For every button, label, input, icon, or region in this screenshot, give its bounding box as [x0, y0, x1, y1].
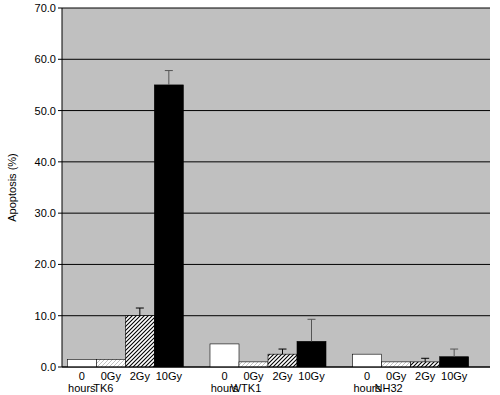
bar — [210, 344, 239, 367]
y-axis-label: Apoptosis (%) — [6, 153, 18, 221]
bar-label: 0Gy — [101, 370, 122, 382]
grid-line — [62, 110, 490, 111]
error-line — [282, 349, 283, 354]
tick-mark — [58, 315, 62, 316]
grid-line — [62, 161, 490, 162]
bar-label-line: 0Gy — [243, 370, 264, 382]
bar-label-line: hours — [68, 382, 96, 394]
tick-label: 60.0 — [35, 53, 56, 65]
bar-label-line: 10Gy — [441, 370, 468, 382]
bar-label: 0Gy — [386, 370, 407, 382]
bar-label-line: 0Gy — [101, 370, 122, 382]
tick-label: 30.0 — [35, 207, 56, 219]
plot-background — [62, 8, 490, 367]
category-label: WTK1 — [231, 382, 262, 394]
bar-label: 10Gy — [441, 370, 468, 382]
bars — [67, 71, 468, 367]
bar — [297, 341, 326, 367]
bar-label-line: 0 — [364, 370, 370, 382]
tick-mark — [58, 264, 62, 265]
tick-mark — [58, 213, 62, 214]
y-axis — [62, 8, 63, 367]
bar — [239, 362, 268, 367]
bar-label: 10Gy — [298, 370, 325, 382]
bar-label-line: 2Gy — [415, 370, 436, 382]
tick-label: 10.0 — [35, 310, 56, 322]
grid-line — [62, 367, 490, 368]
error-line — [139, 308, 140, 316]
bar-label-line: 2Gy — [272, 370, 293, 382]
bar-label: 0Gy — [243, 370, 264, 382]
chart: 0.0 10.0 20.0 30.0 40.0 50.0 60.0 70.0 Apoptosis… — [0, 0, 500, 395]
tick-label: 50.0 — [35, 105, 56, 117]
error-bar — [308, 319, 316, 341]
bar-label: 2Gy — [272, 370, 293, 382]
bar-label-line: 0 — [79, 370, 85, 382]
bar-label: 10Gy — [156, 370, 183, 382]
error-cap — [421, 358, 429, 359]
bar-label: 2Gy — [130, 370, 151, 382]
tick-mark — [58, 110, 62, 111]
bar — [411, 362, 440, 367]
bar-label-line: 0Gy — [386, 370, 407, 382]
bar-label-line: 10Gy — [156, 370, 183, 382]
x-axis — [62, 367, 490, 368]
category-label: NH32 — [375, 382, 403, 394]
error-bar — [421, 358, 429, 362]
error-bar — [450, 349, 458, 357]
bar — [154, 85, 183, 367]
error-cap — [308, 319, 316, 320]
bar-label-line: 2Gy — [130, 370, 151, 382]
tick-label: 20.0 — [35, 258, 56, 270]
error-line — [454, 349, 455, 357]
error-cap — [279, 349, 287, 350]
bar-label-line: 10Gy — [298, 370, 325, 382]
tick-label: 70.0 — [35, 2, 56, 14]
tick-mark — [58, 8, 62, 9]
tick-mark — [58, 161, 62, 162]
category-label: TK6 — [93, 382, 113, 394]
grid-line — [62, 264, 490, 265]
bar — [353, 354, 382, 367]
grid-line — [62, 8, 490, 9]
tick-label: 0.0 — [41, 361, 56, 373]
error-cap — [450, 349, 458, 350]
error-bar — [279, 349, 287, 354]
grid-line — [62, 213, 490, 214]
bar — [440, 357, 469, 367]
error-line — [311, 319, 312, 341]
bar-label: 0hours — [68, 370, 96, 394]
error-bar — [165, 71, 173, 85]
tick-mark — [58, 59, 62, 60]
bar — [125, 316, 154, 367]
tick-label: 40.0 — [35, 156, 56, 168]
bar — [67, 359, 96, 367]
tick-mark — [58, 367, 62, 368]
error-line — [168, 71, 169, 85]
error-cap — [136, 308, 144, 309]
grid-line — [62, 59, 490, 60]
error-cap — [165, 70, 173, 71]
bar — [96, 359, 125, 367]
bar — [268, 354, 297, 367]
bar-label: 2Gy — [415, 370, 436, 382]
error-line — [425, 358, 426, 362]
error-bar — [136, 308, 144, 316]
bar-label-line: 0 — [221, 370, 227, 382]
bar — [382, 362, 411, 367]
